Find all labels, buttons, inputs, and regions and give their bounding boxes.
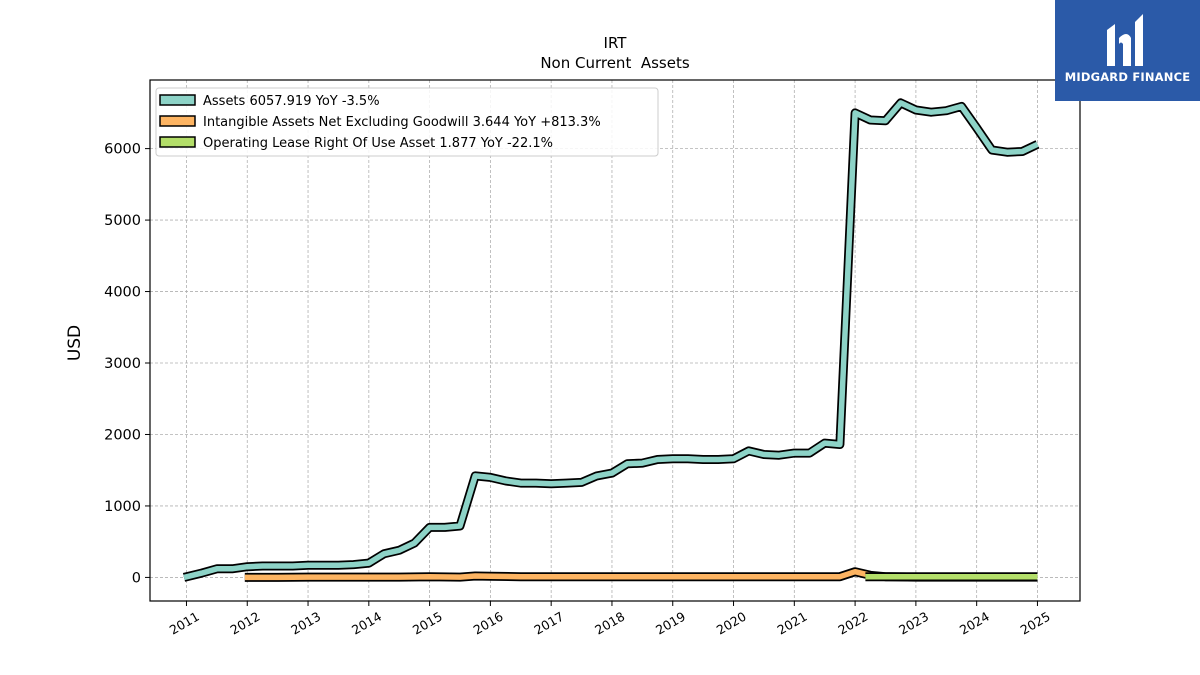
x-tick-label: 2017 xyxy=(531,609,566,638)
series-0 xyxy=(182,98,1040,582)
legend-swatch xyxy=(159,94,196,106)
x-tick-label: 2016 xyxy=(471,609,506,638)
x-tick-label: 2013 xyxy=(288,609,323,638)
x-tick-label: 2014 xyxy=(349,609,384,638)
x-tick-label: 2025 xyxy=(1018,609,1053,638)
legend: Assets 6057.919 YoY -3.5% Intangible Asse… xyxy=(155,87,659,157)
legend-swatch xyxy=(159,115,196,127)
x-tick-label: 2021 xyxy=(775,609,810,638)
brand-logo: MIDGARD FINANCE xyxy=(1055,0,1200,101)
x-tick-label: 2011 xyxy=(167,609,202,638)
chart-subtitle: Non Current Assets xyxy=(540,54,690,72)
x-tick-label: 2019 xyxy=(653,609,688,638)
grid xyxy=(150,80,1080,601)
x-tick-label: 2012 xyxy=(227,609,262,638)
legend-label: Assets 6057.919 YoY -3.5% xyxy=(203,94,380,109)
x-tick-label: 2015 xyxy=(410,609,445,638)
x-tick-label: 2018 xyxy=(592,609,627,638)
y-tick-label: 1000 xyxy=(104,499,141,515)
x-tick-label: 2020 xyxy=(714,609,749,638)
plot-frame xyxy=(149,79,1081,602)
y-tick-label: 5000 xyxy=(104,213,141,229)
series-line xyxy=(183,100,1039,581)
legend-label: Intangible Assets Net Excluding Goodwill… xyxy=(203,115,601,130)
y-tick-label: 2000 xyxy=(104,427,141,443)
x-tick-label: 2024 xyxy=(957,609,992,638)
y-tick-label: 4000 xyxy=(104,285,141,301)
legend-swatch xyxy=(159,136,196,148)
y-tick-label: 3000 xyxy=(104,356,141,372)
legend-label: Operating Lease Right Of Use Asset 1.877… xyxy=(203,136,553,151)
legend-box xyxy=(155,87,659,157)
y-tick-label: 0 xyxy=(132,570,141,586)
chart-title: IRT xyxy=(604,34,628,52)
x-tick-label: 2022 xyxy=(835,609,870,638)
midgard-logo-icon xyxy=(1107,14,1143,66)
x-tick-label: 2023 xyxy=(896,609,931,638)
y-axis-label: USD xyxy=(65,325,85,361)
series-lines xyxy=(182,98,1040,582)
brand-name: MIDGARD FINANCE xyxy=(1064,70,1191,84)
y-tick-label: 6000 xyxy=(104,142,141,158)
